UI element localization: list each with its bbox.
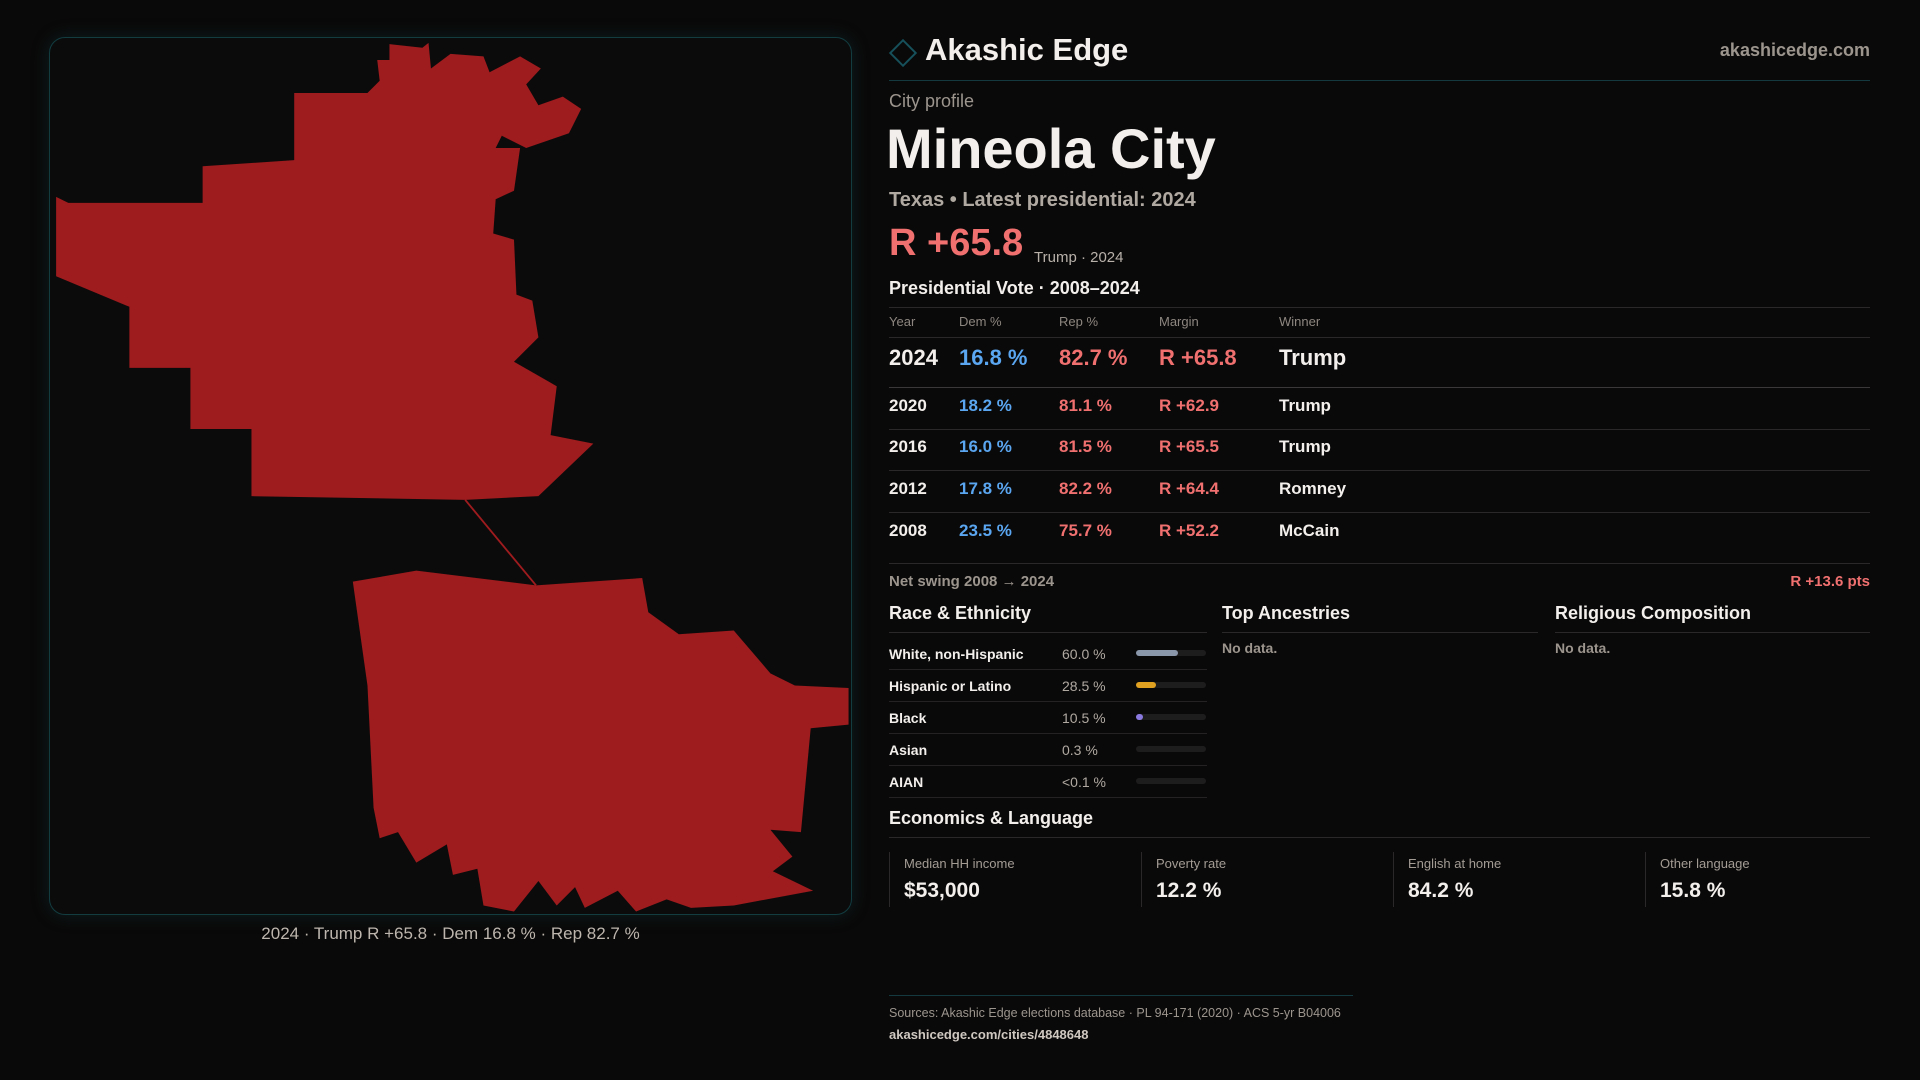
brand-site-link[interactable]: akashicedge.com <box>1719 40 1870 60</box>
net-swing-value: R +13.6 pts <box>1790 573 1870 590</box>
city-boundary-south <box>352 570 849 912</box>
econ-stat: Poverty rate 12.2 % <box>1141 852 1381 907</box>
econ-stat-label: English at home <box>1408 856 1502 871</box>
race-value: 60.0 % <box>1062 646 1106 662</box>
col-rep: Rep % <box>1059 314 1099 329</box>
vote-cell-rep: 82.2 % <box>1059 479 1112 498</box>
religion-empty: No data. <box>1555 640 1611 656</box>
vote-cell-rep: 81.5 % <box>1059 437 1112 456</box>
econ-stat-label: Poverty rate <box>1156 856 1227 871</box>
race-value: <0.1 % <box>1062 774 1106 790</box>
race-bar <box>1136 682 1206 688</box>
footer-sources: Sources: Akashic Edge elections database… <box>889 1006 1341 1020</box>
race-heading: Race & Ethnicity <box>889 603 1032 623</box>
map-caption: 2024 · Trump R +65.8 · Dem 16.8 % · Rep … <box>261 924 640 943</box>
race-bar <box>1136 746 1206 752</box>
econ-stat-label: Other language <box>1660 856 1750 871</box>
race-row: Asian 0.3 % <box>889 734 1207 766</box>
footer-url[interactable]: akashicedge.com/cities/4848648 <box>889 1027 1089 1042</box>
race-label: White, non-Hispanic <box>889 646 1024 662</box>
vote-cell-rep: 82.7 % <box>1059 345 1128 370</box>
vote-cell-year: 2012 <box>889 479 927 498</box>
headline-margin-note: Trump · 2024 <box>1034 249 1124 266</box>
city-boundary-connector <box>464 499 537 586</box>
vote-cell-year: 2024 <box>889 345 938 370</box>
page-title: Mineola City <box>886 117 1216 180</box>
vote-cell-winner: Romney <box>1279 479 1347 498</box>
race-value: 10.5 % <box>1062 710 1106 726</box>
vote-cell-winner: Trump <box>1279 345 1347 370</box>
col-winner: Winner <box>1279 314 1321 329</box>
race-row: AIAN <0.1 % <box>889 766 1207 798</box>
race-row: White, non-Hispanic 60.0 % <box>889 638 1207 670</box>
race-label: Black <box>889 710 927 726</box>
vote-cell-rep: 75.7 % <box>1059 521 1112 540</box>
race-bar <box>1136 714 1206 720</box>
vote-cell-rep: 81.1 % <box>1059 396 1112 415</box>
vote-cell-dem: 18.2 % <box>959 396 1012 415</box>
city-boundary-north <box>56 42 594 500</box>
econ-stat: Other language 15.8 % <box>1645 852 1885 907</box>
vote-cell-margin: R +65.8 <box>1159 345 1237 370</box>
econ-stat-value: $53,000 <box>904 879 980 902</box>
vote-cell-margin: R +65.5 <box>1159 437 1220 456</box>
col-margin: Margin <box>1159 314 1199 329</box>
profile-subtitle: Texas • Latest presidential: 2024 <box>889 189 1196 211</box>
col-dem: Dem % <box>959 314 1002 329</box>
race-bar-fill <box>1136 682 1156 688</box>
race-label: AIAN <box>889 774 924 790</box>
vote-cell-dem: 23.5 % <box>959 521 1012 540</box>
vote-cell-margin: R +64.4 <box>1159 479 1220 498</box>
profile-kicker: City profile <box>889 91 975 111</box>
vote-cell-winner: Trump <box>1279 396 1331 415</box>
econ-stat: Median HH income $53,000 <box>889 852 1129 907</box>
race-bar-fill <box>1136 650 1178 656</box>
race-label: Asian <box>889 742 928 758</box>
religion-heading: Religious Composition <box>1555 603 1751 623</box>
race-bar <box>1136 778 1206 784</box>
race-row: Black 10.5 % <box>889 702 1207 734</box>
vote-cell-margin: R +62.9 <box>1159 396 1220 415</box>
race-bar-fill <box>1136 714 1144 720</box>
brand-name: Akashic Edge <box>925 32 1129 67</box>
logo-diamond-icon <box>888 38 918 68</box>
vote-cell-year: 2008 <box>889 521 927 540</box>
vote-cell-winner: McCain <box>1279 521 1340 540</box>
city-map[interactable] <box>49 37 852 915</box>
vote-heading: Presidential Vote · 2008–2024 <box>889 278 1140 298</box>
econ-stat-value: 84.2 % <box>1408 879 1474 902</box>
col-year: Year <box>889 314 916 329</box>
econ-stat-value: 12.2 % <box>1156 879 1222 902</box>
vote-cell-year: 2020 <box>889 396 927 415</box>
econ-heading: Economics & Language <box>889 808 1094 828</box>
econ-stat: English at home 84.2 % <box>1393 852 1633 907</box>
headline-margin: R +65.8 <box>889 222 1024 264</box>
econ-stat-value: 15.8 % <box>1660 879 1726 902</box>
vote-cell-winner: Trump <box>1279 437 1331 456</box>
race-bar <box>1136 650 1206 656</box>
vote-cell-year: 2016 <box>889 437 927 456</box>
vote-cell-dem: 16.0 % <box>959 437 1012 456</box>
vote-cell-margin: R +52.2 <box>1159 521 1220 540</box>
econ-stat-label: Median HH income <box>904 856 1015 871</box>
vote-cell-dem: 17.8 % <box>959 479 1012 498</box>
vote-cell-dem: 16.8 % <box>959 345 1028 370</box>
race-value: 28.5 % <box>1062 678 1106 694</box>
net-swing-label: Net swing 2008 → 2024 <box>889 573 1055 590</box>
ancestries-heading: Top Ancestries <box>1222 603 1351 623</box>
race-label: Hispanic or Latino <box>889 678 1012 694</box>
race-row: Hispanic or Latino 28.5 % <box>889 670 1207 702</box>
race-value: 0.3 % <box>1062 742 1098 758</box>
ancestries-empty: No data. <box>1222 640 1278 656</box>
